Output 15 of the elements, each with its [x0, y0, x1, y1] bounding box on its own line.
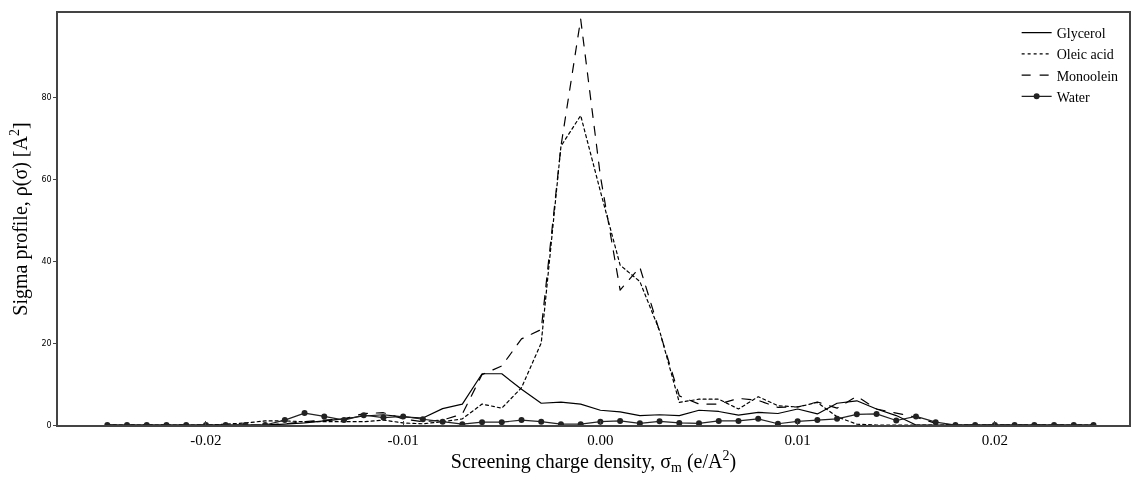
y-tick-label: 0 [46, 420, 52, 430]
x-tick-label: -0.02 [190, 431, 222, 448]
x-axis-title: Screening charge density, σ$_{m}$ (e/A$^{2}$) [450, 447, 737, 476]
x-tick-label: 0.01 [784, 431, 811, 448]
legend-label: Oleic acid [1056, 47, 1114, 63]
y-tick-label: 80 [41, 92, 52, 102]
x-tick-label: 0.00 [587, 431, 614, 448]
y-tick-label: 20 [41, 338, 52, 348]
legend-label: Water [1056, 89, 1091, 105]
x-tick-label: -0.01 [387, 431, 419, 448]
y-tick-label: 40 [41, 256, 52, 266]
x-tick-label: 0.02 [981, 431, 1009, 448]
legend-label: Monoolein [1056, 68, 1119, 84]
y-tick-label: 60 [41, 174, 52, 184]
legend-label: Glycerol [1056, 26, 1106, 42]
